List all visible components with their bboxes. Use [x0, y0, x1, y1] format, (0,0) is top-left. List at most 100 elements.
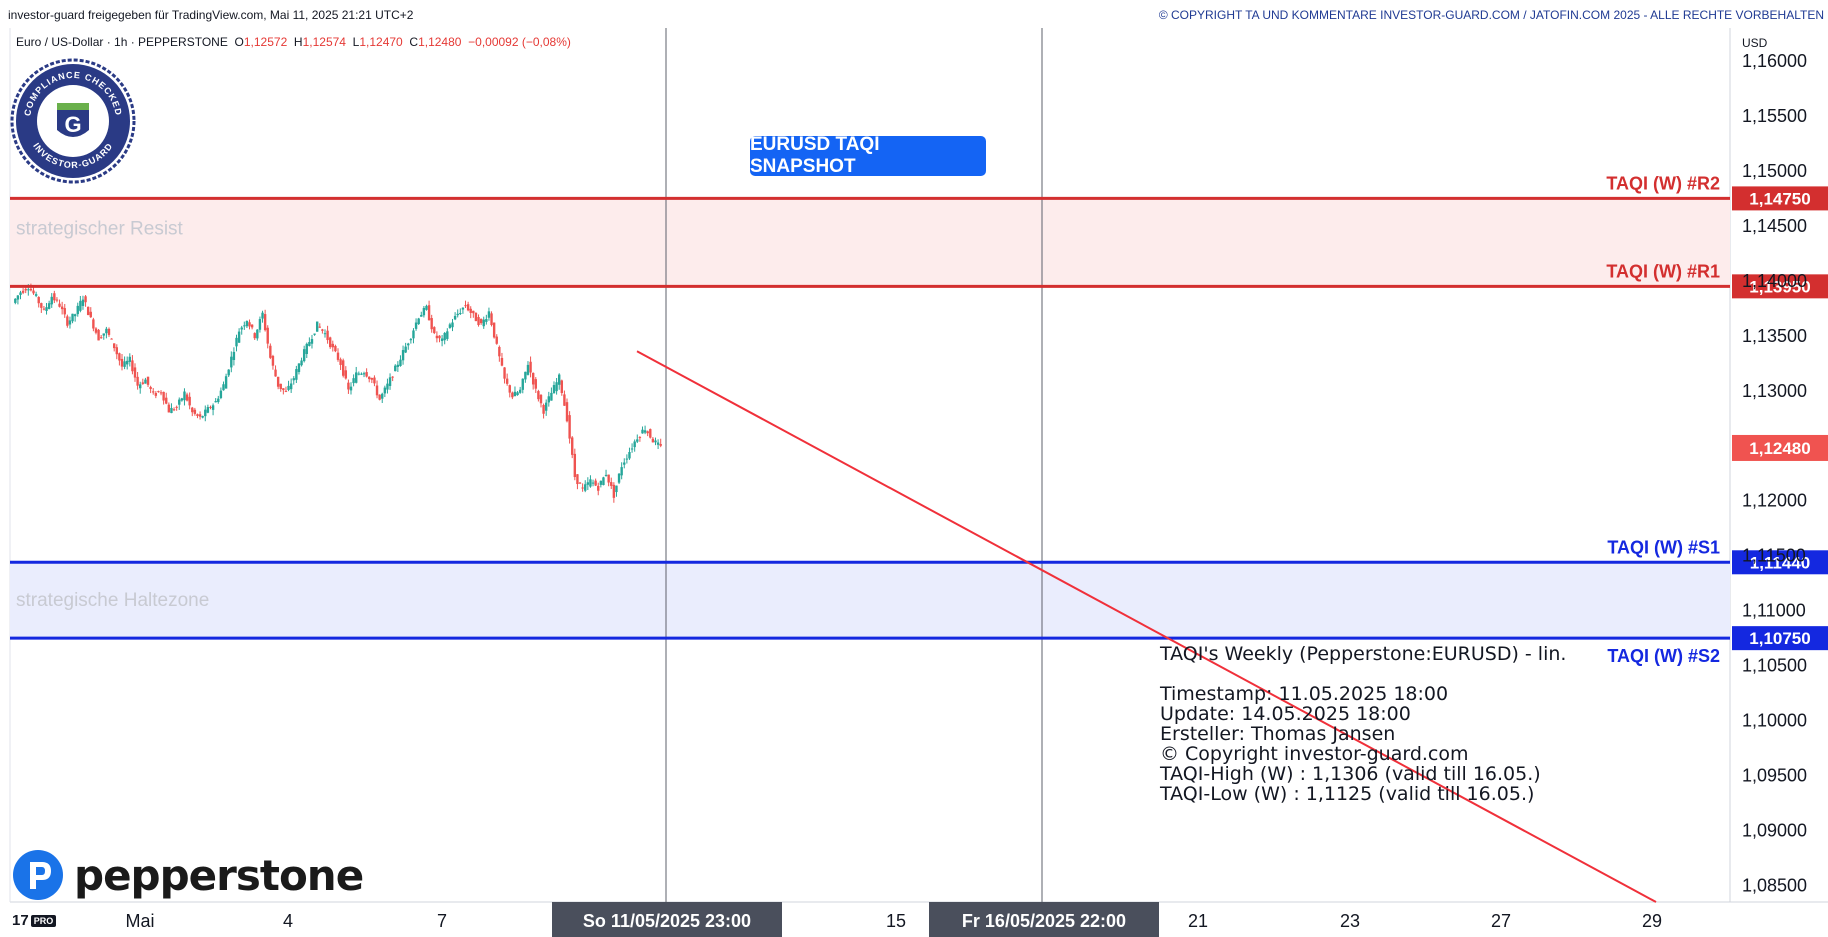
symbol-name[interactable]: Euro / US-Dollar · 1h · PEPPERSTONE [16, 35, 228, 49]
candle-body [224, 376, 228, 389]
candle-body [191, 407, 194, 413]
currency-label: USD [1742, 36, 1768, 50]
candle-body [180, 398, 184, 401]
level-price-tag [1732, 626, 1828, 651]
candle-body [71, 313, 74, 322]
candle-body [29, 288, 33, 291]
candle-body [576, 474, 579, 485]
candle-body [344, 370, 348, 379]
chart-background [0, 28, 1828, 937]
candle-body [651, 438, 655, 443]
top-bar: investor-guard freigegeben für TradingVi… [0, 0, 1828, 28]
info-line: Update: 14.05.2025 18:00 [1160, 703, 1411, 725]
candle-body [620, 467, 623, 476]
candle-body [584, 484, 587, 491]
copyright-notice: © COPYRIGHT TA UND KOMMENTARE INVESTOR-G… [1158, 8, 1824, 22]
x-tick-label: 23 [1340, 911, 1360, 931]
candle-body [472, 310, 475, 314]
candle-body [513, 391, 517, 397]
candle-body [505, 378, 509, 384]
candle-body [443, 332, 446, 341]
resist-zone [10, 198, 1730, 287]
candle-body [656, 442, 660, 445]
candle-body [47, 303, 51, 309]
candle-body [531, 372, 535, 385]
y-tick-label: 1,15500 [1742, 106, 1807, 126]
candle-body [248, 322, 251, 327]
candle-body [118, 353, 121, 361]
candle-body [107, 328, 111, 335]
candle-body [373, 377, 376, 384]
snapshot-label[interactable]: EURUSD TAQI SNAPSHOT [750, 134, 986, 177]
date-tag [929, 902, 1159, 937]
candle-body [214, 401, 217, 403]
candle-body [172, 409, 176, 411]
candle-body [571, 437, 574, 455]
candle-body [266, 327, 269, 344]
candle-body [339, 359, 342, 365]
candle-body [263, 314, 267, 331]
close-value: 1,12480 [418, 35, 462, 49]
candle-body [289, 383, 293, 390]
tradingview-logo[interactable]: 17 PRO [12, 912, 57, 929]
date-tag [552, 902, 782, 937]
date-tag-label: So 11/05/2025 23:00 [583, 911, 751, 931]
candle-body [362, 373, 366, 375]
level-price-label: 1,13950 [1749, 277, 1810, 296]
pepperstone-logo: pepperstone [12, 850, 364, 900]
candle-body [597, 485, 600, 491]
candle-body [183, 391, 186, 401]
candle-body [321, 329, 324, 331]
y-tick-label: 1,14000 [1742, 271, 1807, 291]
y-tick-label: 1,10500 [1742, 656, 1807, 676]
candle-body [139, 384, 142, 389]
candle-body [188, 396, 191, 406]
candle-body [209, 406, 212, 408]
candle-body [68, 320, 72, 325]
candle-body [308, 342, 311, 346]
candle-body [334, 345, 337, 352]
support-zone-label: strategische Haltezone [16, 590, 209, 611]
candle-body [586, 482, 590, 485]
candle-body [40, 303, 43, 308]
candle-body [643, 430, 647, 433]
pepperstone-wordmark: pepperstone [74, 850, 364, 900]
candle-body [422, 307, 426, 316]
candle-body [196, 414, 199, 417]
candle-body [542, 404, 545, 414]
candle-body [448, 324, 452, 328]
candle-body [607, 474, 610, 483]
candle-body [599, 480, 603, 485]
candle-body [511, 392, 514, 398]
candle-body [492, 322, 496, 338]
open-value: 1,12572 [243, 35, 288, 49]
candle-body [162, 391, 165, 401]
candle-body [521, 378, 524, 390]
candle-body [401, 350, 405, 361]
candle-body [610, 482, 613, 486]
candle-body [365, 372, 368, 377]
candle-body [399, 359, 402, 366]
level-name: TAQI (W) #R2 [1606, 173, 1720, 193]
symbol-legend[interactable]: Euro / US-Dollar · 1h · PEPPERSTONE O1,1… [16, 35, 571, 49]
candle-body [253, 333, 256, 339]
candle-body [243, 325, 246, 327]
candle-body [526, 364, 530, 375]
candle-body [357, 373, 361, 375]
candle-body [302, 349, 306, 362]
candle-body [24, 288, 27, 291]
candle-body [370, 378, 374, 380]
candle-body [459, 312, 462, 314]
candle-body [633, 441, 636, 448]
candle-body [347, 382, 350, 390]
candle-body [552, 385, 556, 394]
low-label: L [352, 35, 360, 49]
candle-body [430, 318, 433, 330]
y-tick-label: 1,14500 [1742, 216, 1807, 236]
last-price-tag [1732, 434, 1828, 461]
candle-body [313, 333, 316, 335]
candle-body [240, 327, 243, 330]
candle-body [154, 393, 158, 396]
candle-body [568, 415, 571, 439]
